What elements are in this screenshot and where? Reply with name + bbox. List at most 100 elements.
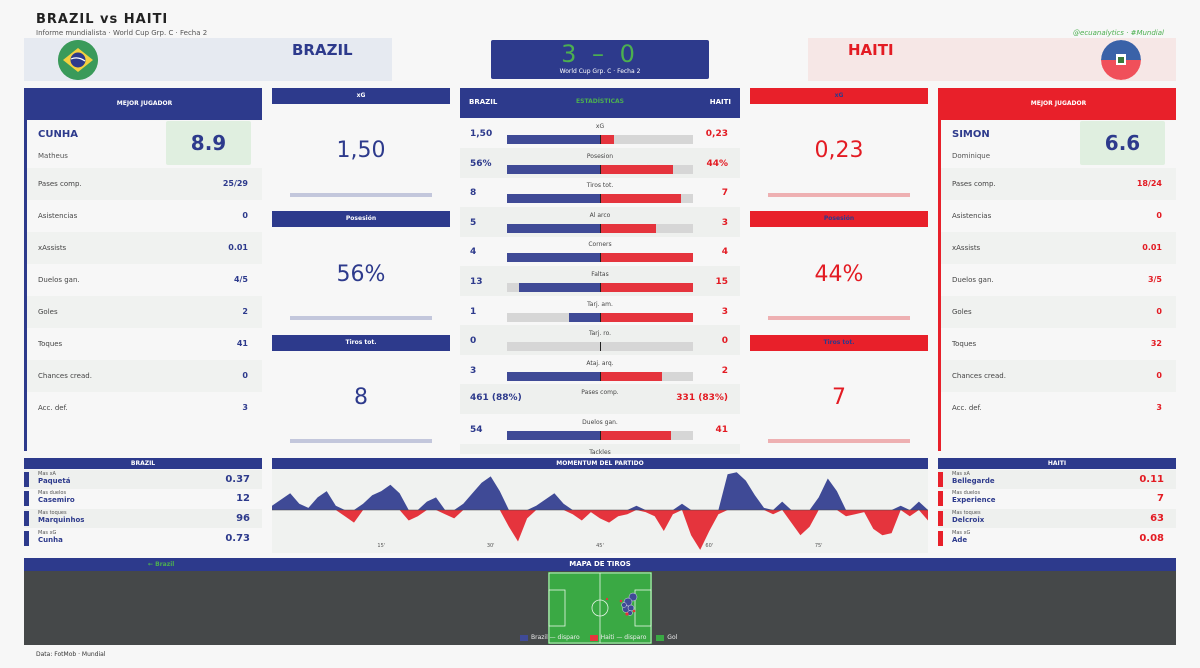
legend-label: Brazil — disparo — [531, 634, 580, 641]
home-stat-value: 13 — [470, 277, 483, 287]
away-best-player-card: MEJOR JUGADOR SIMON Dominique 6.6 Pases … — [938, 88, 1176, 451]
home-stat-bar — [519, 283, 600, 292]
scoreboard: 3 – 0 World Cup Grp. C · Fecha 2 — [491, 40, 709, 79]
metric-bar — [290, 439, 432, 443]
stat-row: Asistencias 0 — [27, 200, 262, 232]
away-stat-value: 2 — [721, 365, 728, 376]
home-momentum-area — [272, 472, 928, 510]
stat-bar-midline — [600, 135, 601, 144]
stat-row: Toques 41 — [27, 328, 262, 360]
stat-label: Chances cread. — [952, 372, 1006, 380]
leader-row: Mas toques Delcroix 63 — [938, 509, 1176, 528]
home-stat-bar — [569, 312, 600, 322]
home-stat-bar — [507, 431, 600, 440]
stat-bar-midline — [600, 431, 601, 440]
stats-title: ESTADÍSTICAS — [576, 98, 624, 105]
shot-dot — [619, 599, 623, 603]
stat-name: Posesion — [586, 152, 614, 160]
shot-map-header: MAPA DE TIROS — [24, 558, 1176, 571]
leader-value: 0.37 — [225, 474, 250, 485]
stat-comparison-row: Duelos gan. 54 41 — [460, 414, 740, 444]
home-stat-value: 5 — [470, 217, 477, 228]
stat-row: Chances cread. 0 — [941, 360, 1176, 392]
stat-label: Asistencias — [38, 212, 78, 220]
home-stat-bar — [507, 194, 600, 204]
brazil-flag-icon — [58, 40, 98, 80]
stat-value: 25/29 — [222, 179, 248, 188]
home-stat-value: 1,50 — [470, 129, 493, 139]
away-stat-bar — [600, 164, 674, 174]
metric-bar — [768, 439, 910, 443]
stat-bar-track — [507, 135, 693, 144]
stat-row: Chances cread. 0 — [27, 360, 262, 392]
player-rating: 6.6 — [1080, 121, 1165, 165]
stat-value: 41 — [236, 339, 248, 348]
stat-value: 18/24 — [1136, 179, 1162, 188]
leader-name: Cunha — [38, 536, 63, 544]
stat-row: Toques 32 — [941, 328, 1176, 360]
metric-bar — [768, 193, 910, 197]
momentum-tick-label: 15' — [377, 543, 385, 549]
away-stat-value: 0 — [721, 336, 728, 347]
stat-name: Duelos gan. — [582, 419, 618, 426]
stat-bar-track — [507, 164, 693, 174]
stat-row: Asistencias 0 — [941, 200, 1176, 232]
away-stat-value: 3 — [721, 306, 728, 317]
stat-name: Faltas — [591, 271, 609, 278]
leader-name: Experience — [952, 496, 996, 504]
page-subtitle: Informe mundialista · World Cup Grp. C ·… — [36, 29, 208, 37]
stat-value: 2 — [242, 307, 248, 316]
stat-value: 4/5 — [233, 275, 248, 284]
stat-name: Ataj. arq. — [586, 359, 614, 367]
stat-label: Duelos gan. — [38, 276, 80, 284]
leader-value: 96 — [236, 513, 250, 524]
stat-label: Goles — [38, 308, 58, 316]
stat-comparison-row: Ataj. arq. 3 2 — [460, 355, 740, 385]
away-stat-bar — [600, 223, 656, 233]
home-stat-bar — [507, 164, 600, 174]
shot-map-legend: Brazil — disparo Haiti — disparo Gol — [520, 634, 677, 641]
leader-marker — [938, 491, 943, 506]
metric-value-shots: 8 — [354, 385, 368, 410]
stat-comparison-row: Tiros tot. 8 7 — [460, 177, 740, 207]
stat-value: 0.01 — [1142, 243, 1162, 252]
score-subtitle: World Cup Grp. C · Fecha 2 — [559, 68, 641, 75]
leader-marker — [938, 472, 943, 487]
stat-bar-midline — [600, 283, 601, 292]
haiti-flag-icon — [1101, 40, 1141, 80]
stat-comparison-row: Posesion 56% 44% — [460, 147, 740, 178]
pitch — [548, 572, 652, 644]
shot-dot — [625, 612, 629, 616]
metric-value-xg: 0,23 — [814, 138, 864, 163]
metric-value-shots: 7 — [832, 385, 846, 410]
stat-comparison-row: Tarj. ro. 0 0 — [460, 325, 740, 356]
leader-marker — [24, 472, 29, 487]
stat-value: 3 — [242, 403, 248, 412]
away-stat-value: 7 — [721, 188, 728, 199]
social-handle: @ecuanalytics · #Mundial — [1073, 29, 1164, 37]
home-best-player-card: MEJOR JUGADOR CUNHA Matheus 8.9 Pases co… — [24, 88, 262, 451]
stat-bar-midline — [600, 371, 601, 381]
stat-name: xG — [595, 123, 605, 130]
home-stat-value: 8 — [470, 188, 477, 199]
stat-value: 0 — [1156, 371, 1162, 380]
away-team-name: HAITI — [848, 41, 894, 59]
home-stat-bar — [507, 223, 600, 233]
stat-value: 0.01 — [228, 243, 248, 252]
stat-label: xAssists — [952, 244, 981, 252]
stat-bar-midline — [600, 342, 601, 352]
shot-dot — [621, 602, 627, 608]
away-stat-value: 0,23 — [705, 129, 728, 139]
card-header: MEJOR JUGADOR — [27, 88, 262, 120]
stat-row: Goles 2 — [27, 296, 262, 328]
momentum-header: MOMENTUM DEL PARTIDO — [272, 458, 928, 469]
away-stat-value: 41 — [715, 425, 728, 435]
stat-bar-midline — [600, 312, 601, 322]
stat-comparison-row: Tackles — [460, 443, 740, 454]
card-header: MEJOR JUGADOR — [941, 88, 1176, 120]
metric-value-possession: 56% — [336, 262, 386, 287]
metric-header-shots: Tiros tot. — [750, 335, 928, 351]
away-stat-bar — [600, 194, 682, 204]
leader-marker — [938, 511, 943, 526]
leader-row: Mas xG Ade 0.08 — [938, 529, 1176, 548]
